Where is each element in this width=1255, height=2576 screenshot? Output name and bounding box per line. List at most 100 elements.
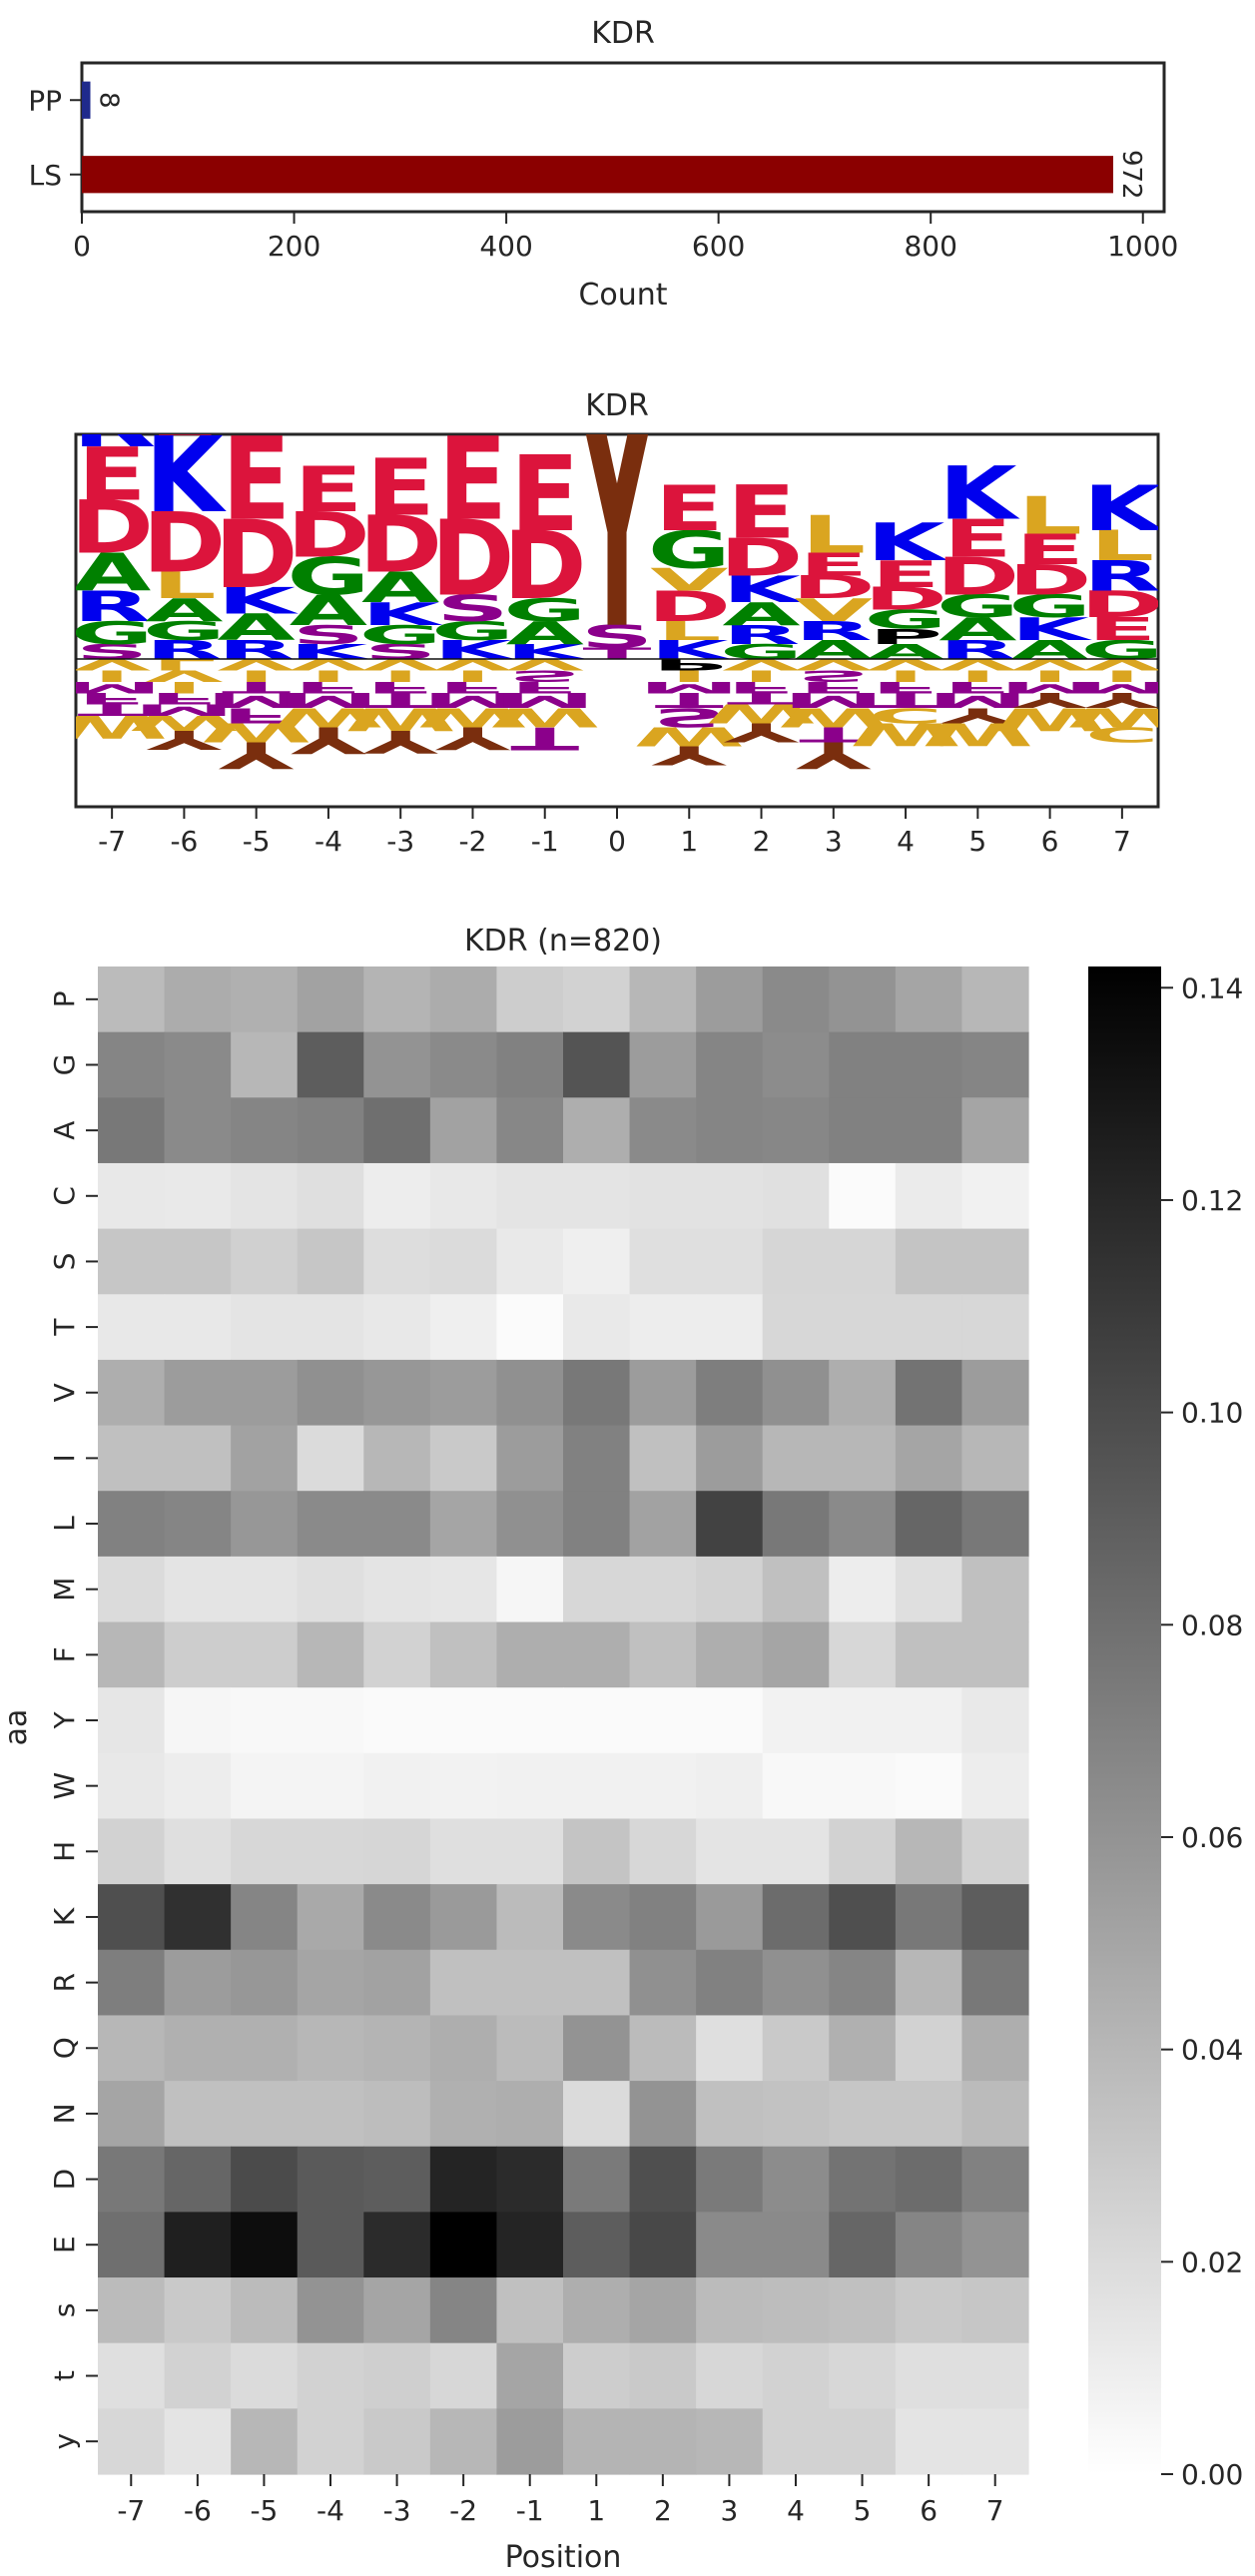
heatmap-cell: [297, 1162, 364, 1230]
heatmap-cell: [629, 1097, 697, 1164]
logo-letter-S: S: [797, 667, 870, 685]
heatmap-title: KDR (n=820): [464, 924, 662, 959]
logo-xtick-label: 4: [897, 825, 915, 858]
heatmap-cell: [297, 1752, 364, 1820]
heatmap-cell: [98, 1359, 166, 1427]
logo-xtick-label: -6: [170, 825, 198, 858]
heatmap-xtick-label: 3: [721, 2494, 739, 2527]
logo-letter-S: S: [653, 702, 726, 732]
heatmap-cell: [297, 1097, 364, 1164]
heatmap-cell: [563, 2081, 631, 2148]
heatmap-cell: [829, 1425, 897, 1492]
heatmap-cell: [563, 1556, 631, 1623]
heatmap-cell: [961, 1491, 1029, 1558]
logo-letter-I: I: [93, 667, 131, 685]
logo-letter-K: K: [433, 635, 515, 665]
heatmap-cell: [629, 1949, 697, 2017]
heatmap-cell: [829, 1818, 897, 1885]
logo-letter-T: T: [872, 688, 941, 712]
heatmap-cell: [496, 1752, 564, 1820]
heatmap-cell: [164, 1228, 232, 1295]
logo-letter-T: T: [222, 678, 291, 696]
heatmap-cell: [297, 1359, 364, 1427]
logo-letter-E: E: [727, 470, 796, 555]
heatmap-cell: [696, 2408, 764, 2475]
heatmap-cell: [762, 1556, 830, 1623]
heatmap-ytick-label: C: [48, 1186, 81, 1206]
heatmap-cell: [629, 1294, 697, 1361]
logo-letter-E: E: [78, 432, 147, 517]
logo-letter-Y: Y: [579, 346, 655, 697]
heatmap-cell: [429, 1228, 498, 1295]
logo-letter-E: E: [799, 547, 868, 583]
heatmap-cell: [696, 2342, 764, 2409]
heatmap-cell: [629, 2277, 697, 2344]
logo-letter-I: I: [166, 678, 204, 696]
heatmap-cell: [164, 2342, 232, 2409]
heatmap-ytick-label: t: [48, 2370, 81, 2381]
heatmap-cell: [961, 2408, 1029, 2475]
heatmap-xlabel: Position: [505, 2540, 622, 2575]
logo-letter-F: F: [438, 678, 507, 696]
heatmap-cell: [231, 2342, 299, 2409]
heatmap-cell: [762, 1031, 830, 1098]
aa-frequency-heatmap: KDR (n=820) Position aa P G A C S T V I L M F Y W H K R…: [0, 924, 1243, 2575]
heatmap-cell: [429, 1556, 498, 1623]
logo-letter-D: D: [792, 569, 876, 605]
colorbar-tick-label: 0.08: [1181, 1609, 1243, 1641]
logo-letter-A: A: [722, 596, 800, 632]
heatmap-cell: [829, 1031, 897, 1098]
heatmap-cell: [297, 1228, 364, 1295]
heatmap-cell: [563, 1491, 631, 1558]
heatmap-cell: [696, 1228, 764, 1295]
heatmap-cell: [563, 2146, 631, 2213]
heatmap-cell: [762, 1162, 830, 1230]
logo-letter-T: T: [799, 722, 868, 746]
heatmap-cell: [961, 2212, 1029, 2278]
heatmap-cell: [895, 2015, 963, 2082]
heatmap-cell: [429, 2408, 498, 2475]
heatmap-cell: [363, 2408, 431, 2475]
logo-letter-S: S: [76, 640, 149, 664]
heatmap-cell: [563, 1687, 631, 1754]
bar-xtick-label: 600: [692, 230, 745, 263]
heatmap-cell: [363, 1818, 431, 1885]
heatmap-cell: [164, 1425, 232, 1492]
heatmap-cell: [762, 1884, 830, 1951]
heatmap-cell: [829, 2342, 897, 2409]
logo-letter-E: E: [1087, 611, 1156, 647]
logo-letter-D: D: [358, 500, 442, 591]
logo-letter-D: D: [287, 498, 370, 571]
heatmap-cell: [231, 1294, 299, 1361]
logo-letter-G: G: [287, 546, 369, 607]
logo-letter-R: R: [73, 583, 151, 631]
logo-letter-R: R: [145, 635, 223, 665]
heatmap-cell: [231, 2015, 299, 2082]
heatmap-cell: [961, 1621, 1029, 1688]
heatmap-ytick-label: E: [48, 2236, 81, 2254]
heatmap-cell: [297, 1556, 364, 1623]
heatmap-cell: [961, 1556, 1029, 1623]
logo-letter-F: F: [78, 689, 147, 707]
heatmap-cell: [429, 1097, 498, 1164]
logo-letter-W: W: [56, 708, 168, 744]
logo-letter-M: M: [279, 688, 379, 712]
heatmap-cell: [231, 1621, 299, 1688]
heatmap-cell: [429, 1818, 498, 1885]
colorbar-tick-label: 0.10: [1181, 1397, 1243, 1430]
logo-letter-A: A: [73, 542, 151, 603]
logo-xtick-label: 2: [753, 825, 771, 858]
heatmap-cell: [98, 1818, 166, 1885]
heatmap-cell: [496, 2408, 564, 2475]
heatmap-cell: [429, 2081, 498, 2148]
heatmap-cell: [231, 2081, 299, 2148]
heatmap-cell: [496, 1097, 564, 1164]
logo-letter-E: E: [510, 434, 579, 555]
heatmap-xtick-label: -7: [117, 2494, 145, 2527]
heatmap-ytick-label: Q: [48, 2037, 81, 2059]
heatmap-cell: [629, 1228, 697, 1295]
logo-letter-M: M: [422, 688, 523, 712]
heatmap-cell: [164, 1818, 232, 1885]
heatmap-cell: [231, 1425, 299, 1492]
bar-chart-title: KDR: [591, 16, 655, 51]
